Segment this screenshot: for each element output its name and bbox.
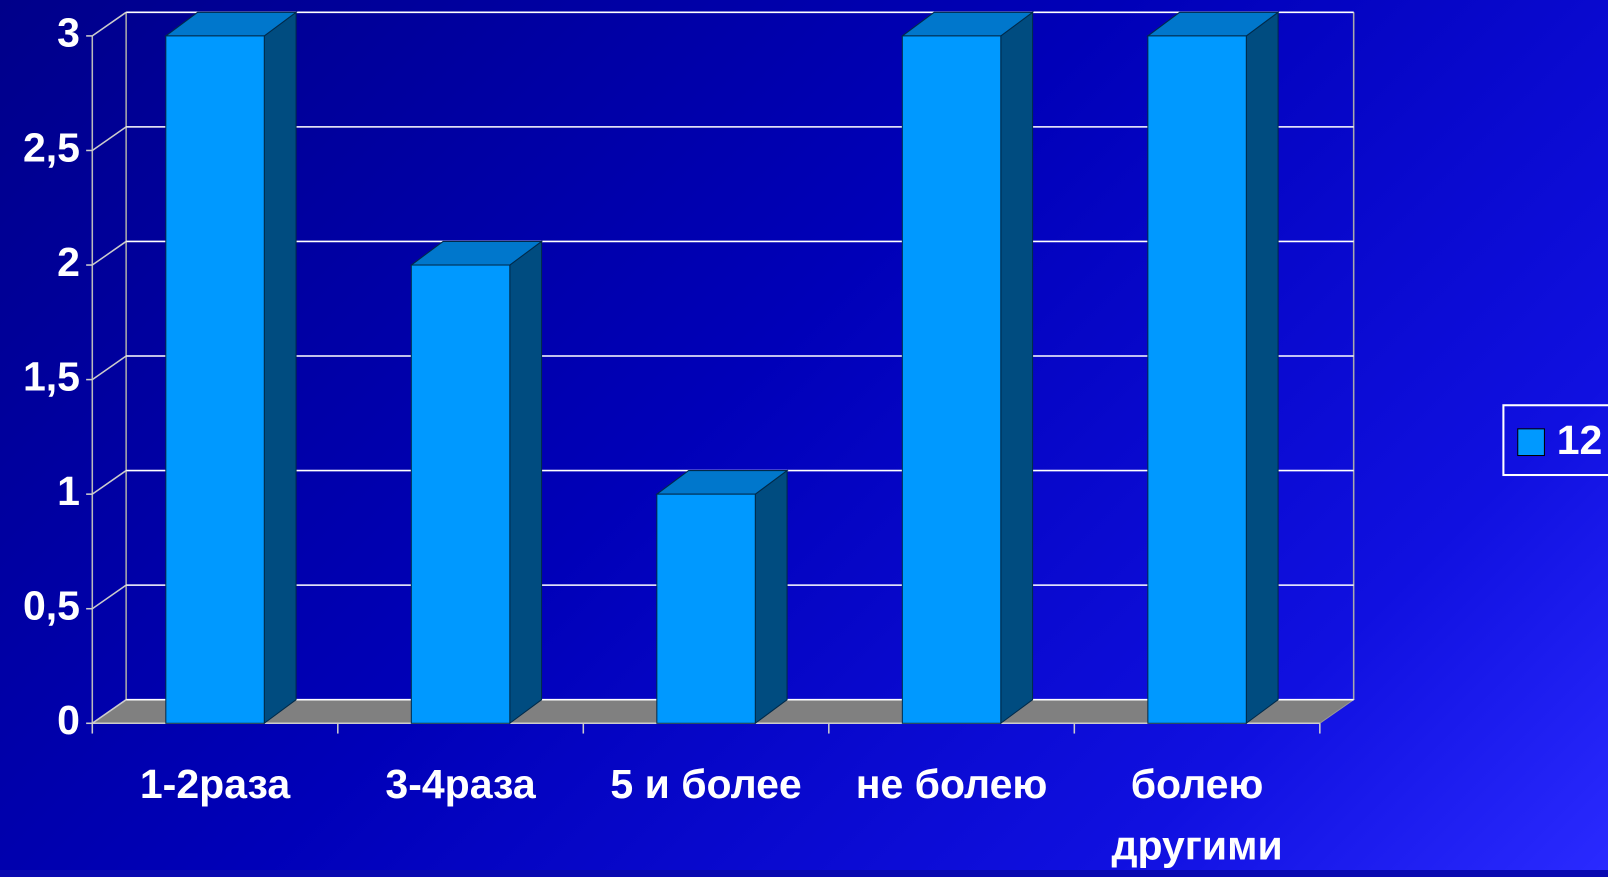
- grid-line: [91, 11, 127, 37]
- grid-line: [91, 126, 127, 152]
- legend-label: 12: [1557, 417, 1603, 463]
- bar-side: [1245, 11, 1279, 725]
- bar-side: [754, 469, 788, 725]
- grid-line: [91, 584, 127, 610]
- legend-box: [1502, 404, 1608, 477]
- bar: [165, 35, 265, 724]
- legend-swatch: [1517, 428, 1545, 457]
- grid-line: [91, 240, 127, 266]
- bar-side: [509, 240, 543, 725]
- y-tick-label: 2,5: [23, 124, 80, 170]
- bar: [1147, 35, 1247, 724]
- grid-line: [91, 469, 127, 495]
- y-tick-label: 3: [57, 10, 80, 56]
- x-tick-label: болею другими: [1111, 762, 1283, 869]
- y-tick-label: 0: [57, 697, 80, 743]
- bar-side: [1000, 11, 1034, 725]
- x-tick-label: 5 и более: [610, 762, 802, 808]
- y-tick-label: 1: [57, 468, 80, 514]
- bar: [656, 493, 756, 724]
- x-tick-label: не болею: [855, 762, 1048, 808]
- x-tick-label: 1-2раза: [139, 762, 291, 808]
- y-tick-label: 1,5: [23, 353, 80, 399]
- y-tick-label: 2: [57, 239, 80, 285]
- bar: [410, 264, 511, 724]
- bar: [901, 35, 1002, 724]
- grid-line: [91, 699, 127, 724]
- bar-side: [263, 11, 297, 725]
- grid-line: [91, 355, 127, 381]
- y-tick-label: 0,5: [23, 583, 80, 629]
- x-tick-label: 3-4раза: [385, 762, 536, 808]
